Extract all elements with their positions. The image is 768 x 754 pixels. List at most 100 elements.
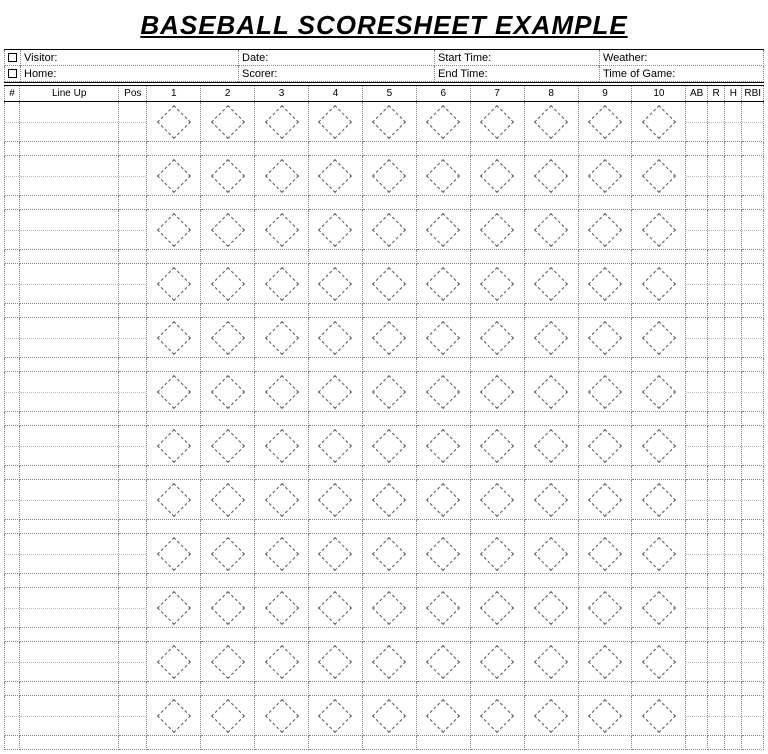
inning-cell[interactable] [524, 588, 578, 628]
stat-ab[interactable] [686, 426, 708, 466]
batter-pos[interactable] [119, 642, 147, 682]
batter-pos[interactable] [119, 210, 147, 250]
inning-cell[interactable] [632, 102, 686, 142]
inning-cell[interactable] [524, 642, 578, 682]
batter-name[interactable] [20, 318, 119, 358]
batter-name[interactable] [20, 534, 119, 574]
stat-ab[interactable] [686, 696, 708, 736]
inning-cell[interactable] [416, 318, 470, 358]
inning-cell[interactable] [470, 264, 524, 304]
stat-rbi[interactable] [742, 534, 764, 574]
stat-ab[interactable] [686, 588, 708, 628]
stat-ab[interactable] [686, 156, 708, 196]
stat-rbi[interactable] [742, 318, 764, 358]
inning-cell[interactable] [201, 696, 255, 736]
inning-cell[interactable] [147, 264, 201, 304]
stat-ab[interactable] [686, 372, 708, 412]
stat-r[interactable] [707, 480, 724, 520]
inning-cell[interactable] [201, 642, 255, 682]
inning-cell[interactable] [362, 156, 416, 196]
stat-ab[interactable] [686, 264, 708, 304]
stat-rbi[interactable] [742, 102, 764, 142]
inning-cell[interactable] [309, 588, 363, 628]
inning-cell[interactable] [524, 156, 578, 196]
stat-rbi[interactable] [742, 480, 764, 520]
inning-cell[interactable] [416, 480, 470, 520]
inning-cell[interactable] [578, 102, 632, 142]
inning-cell[interactable] [255, 534, 309, 574]
inning-cell[interactable] [201, 426, 255, 466]
inning-cell[interactable] [362, 642, 416, 682]
inning-cell[interactable] [201, 210, 255, 250]
inning-cell[interactable] [147, 642, 201, 682]
stat-h[interactable] [725, 642, 742, 682]
inning-cell[interactable] [416, 642, 470, 682]
stat-h[interactable] [725, 696, 742, 736]
inning-cell[interactable] [309, 156, 363, 196]
batter-pos[interactable] [119, 156, 147, 196]
inning-cell[interactable] [201, 588, 255, 628]
inning-cell[interactable] [309, 642, 363, 682]
stat-r[interactable] [707, 102, 724, 142]
stat-h[interactable] [725, 372, 742, 412]
inning-cell[interactable] [201, 318, 255, 358]
inning-cell[interactable] [416, 264, 470, 304]
inning-cell[interactable] [201, 534, 255, 574]
inning-cell[interactable] [416, 210, 470, 250]
inning-cell[interactable] [362, 102, 416, 142]
inning-cell[interactable] [416, 534, 470, 574]
inning-cell[interactable] [255, 696, 309, 736]
stat-ab[interactable] [686, 642, 708, 682]
batter-pos[interactable] [119, 264, 147, 304]
inning-cell[interactable] [578, 696, 632, 736]
batter-pos[interactable] [119, 588, 147, 628]
inning-cell[interactable] [201, 264, 255, 304]
inning-cell[interactable] [255, 318, 309, 358]
inning-cell[interactable] [362, 318, 416, 358]
stat-rbi[interactable] [742, 426, 764, 466]
stat-h[interactable] [725, 210, 742, 250]
inning-cell[interactable] [524, 534, 578, 574]
inning-cell[interactable] [632, 588, 686, 628]
stat-h[interactable] [725, 102, 742, 142]
inning-cell[interactable] [416, 588, 470, 628]
visitor-checkbox[interactable] [4, 50, 20, 66]
inning-cell[interactable] [201, 156, 255, 196]
stat-rbi[interactable] [742, 642, 764, 682]
batter-num[interactable] [5, 156, 20, 196]
inning-cell[interactable] [470, 426, 524, 466]
batter-num[interactable] [5, 534, 20, 574]
batter-pos[interactable] [119, 372, 147, 412]
stat-h[interactable] [725, 534, 742, 574]
batter-name[interactable] [20, 588, 119, 628]
stat-ab[interactable] [686, 534, 708, 574]
inning-cell[interactable] [632, 210, 686, 250]
batter-num[interactable] [5, 426, 20, 466]
inning-cell[interactable] [147, 318, 201, 358]
inning-cell[interactable] [578, 588, 632, 628]
inning-cell[interactable] [362, 372, 416, 412]
batter-num[interactable] [5, 480, 20, 520]
inning-cell[interactable] [524, 264, 578, 304]
stat-ab[interactable] [686, 318, 708, 358]
inning-cell[interactable] [147, 534, 201, 574]
batter-pos[interactable] [119, 102, 147, 142]
inning-cell[interactable] [578, 534, 632, 574]
inning-cell[interactable] [632, 426, 686, 466]
inning-cell[interactable] [632, 156, 686, 196]
inning-cell[interactable] [578, 156, 632, 196]
inning-cell[interactable] [255, 588, 309, 628]
inning-cell[interactable] [524, 102, 578, 142]
inning-cell[interactable] [255, 372, 309, 412]
inning-cell[interactable] [578, 372, 632, 412]
inning-cell[interactable] [362, 426, 416, 466]
batter-num[interactable] [5, 696, 20, 736]
stat-rbi[interactable] [742, 588, 764, 628]
stat-h[interactable] [725, 426, 742, 466]
stat-ab[interactable] [686, 102, 708, 142]
inning-cell[interactable] [632, 696, 686, 736]
inning-cell[interactable] [255, 156, 309, 196]
stat-r[interactable] [707, 318, 724, 358]
inning-cell[interactable] [470, 642, 524, 682]
inning-cell[interactable] [524, 318, 578, 358]
